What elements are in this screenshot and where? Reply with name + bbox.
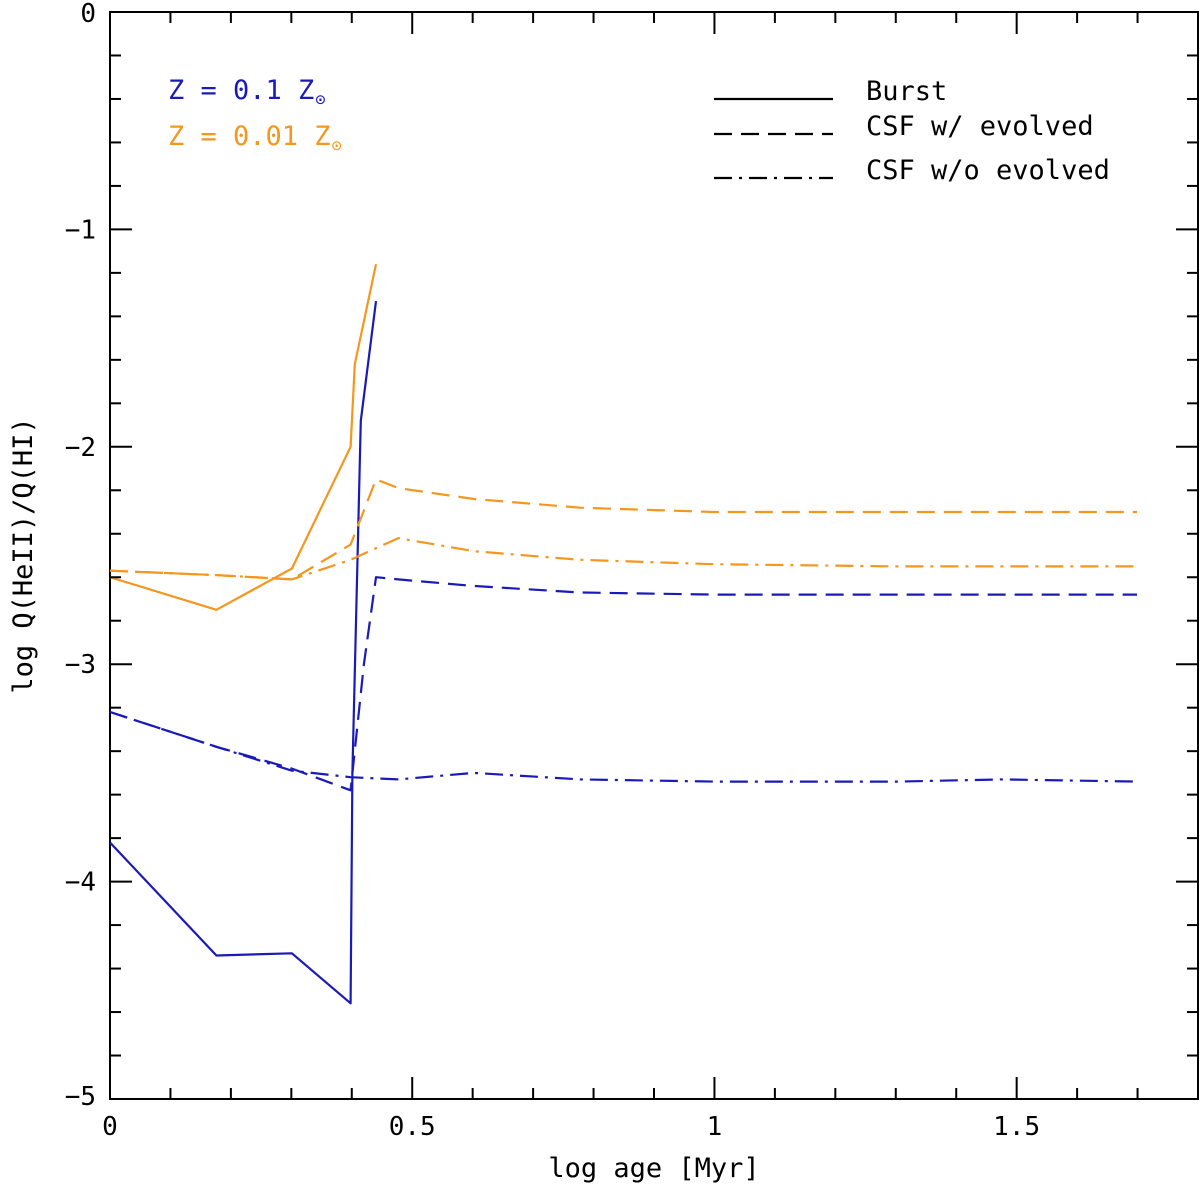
series-line-3 bbox=[109, 263, 378, 611]
series-line-5 bbox=[109, 536, 1137, 581]
solar-symbol-icon: ⊙ bbox=[332, 136, 342, 156]
series-line-1 bbox=[109, 576, 1137, 792]
x-tick-label: 1 bbox=[707, 1112, 723, 1142]
y-tick-label: −4 bbox=[65, 868, 96, 898]
series-line-4 bbox=[109, 478, 1137, 581]
metallicity-labels: Z = 0.1 Z ⊙Z = 0.01 Z ⊙ bbox=[168, 75, 342, 156]
series-line-0 bbox=[109, 300, 378, 1005]
x-tick-label: 0 bbox=[102, 1112, 118, 1142]
legend-label: CSF w/o evolved bbox=[866, 155, 1110, 186]
metallicity-label: Z = 0.01 Z bbox=[168, 121, 331, 152]
series-layer bbox=[109, 263, 1138, 1005]
y-tick-label: −3 bbox=[65, 650, 96, 680]
y-axis-title: log Q(HeII)/Q(HI) bbox=[8, 417, 39, 693]
y-tick-label: −1 bbox=[65, 215, 96, 245]
x-tick-label: 1.5 bbox=[993, 1112, 1040, 1142]
solar-symbol-icon: ⊙ bbox=[315, 90, 325, 110]
legend-label: Burst bbox=[866, 76, 947, 107]
x-axis-title: log age [Myr] bbox=[548, 1153, 759, 1184]
y-tick-label: −5 bbox=[65, 1082, 96, 1112]
x-tick-label: 0.5 bbox=[389, 1112, 436, 1142]
legend-label: CSF w/ evolved bbox=[866, 111, 1094, 142]
y-tick-label: −2 bbox=[65, 433, 96, 463]
metallicity-label: Z = 0.1 Z bbox=[168, 75, 314, 106]
series-line-2 bbox=[109, 710, 1138, 783]
y-tick-label: 0 bbox=[80, 0, 96, 29]
ticks-layer: 0 0.5 1 1.5 −5 −4 −3 −2 −1 0 bbox=[65, 0, 1199, 1142]
legend: Burst CSF w/ evolved CSF w/o evolved bbox=[714, 76, 1110, 186]
